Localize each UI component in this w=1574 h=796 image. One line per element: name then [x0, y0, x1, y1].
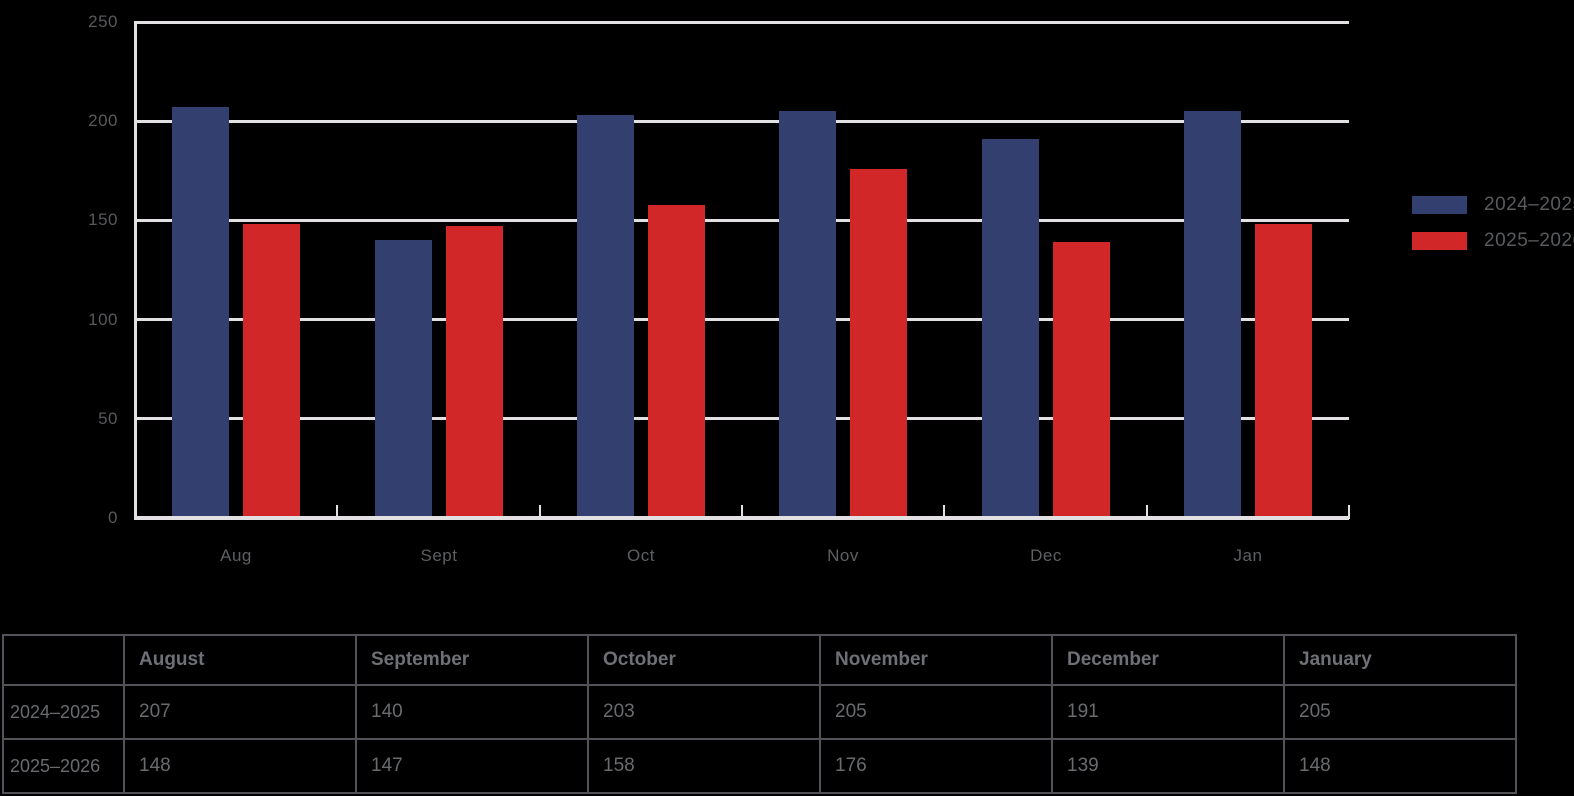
bar-2024-2025-sept [375, 240, 432, 518]
x-axis-tick [1348, 505, 1350, 518]
table-header-row: August September October November December Ja… [2, 634, 1517, 686]
table-row: 2025–2026 148 147 158 176 139 148 [2, 738, 1517, 794]
table-row-label: 2025–2026 [2, 738, 125, 794]
y-axis-line [134, 22, 137, 519]
x-axis-tick [336, 505, 338, 518]
y-tick-label: 0 [108, 508, 118, 527]
x-axis-line [134, 516, 1350, 519]
x-axis-tick [539, 505, 541, 518]
table-header-august: August [123, 634, 357, 686]
table-row-label: 2024–2025 [2, 684, 125, 740]
bar-2025-2026-aug [243, 224, 300, 518]
y-tick-label: 100 [88, 310, 118, 329]
bar-2024-2025-dec [982, 139, 1039, 518]
legend-label-2025-2026: 2025–2026 [1484, 230, 1574, 251]
bar-2025-2026-jan [1255, 224, 1312, 518]
table-cell-value: 191 [1051, 684, 1285, 740]
x-category-label-aug: Aug [220, 546, 252, 565]
table-header-november: November [819, 634, 1053, 686]
x-axis-tick [943, 505, 945, 518]
y-tick-label: 150 [88, 210, 118, 229]
table-cell-value: 207 [123, 684, 357, 740]
bar-2024-2025-jan [1184, 111, 1241, 518]
table-cell-value: 203 [587, 684, 821, 740]
table-header-december: December [1051, 634, 1285, 686]
gridline-50 [134, 417, 1349, 420]
x-category-label-oct: Oct [627, 546, 655, 565]
bar-2025-2026-nov [850, 169, 907, 518]
legend-swatch-2024-2025 [1412, 196, 1467, 214]
bar-2024-2025-oct [577, 115, 634, 518]
table-cell-value: 139 [1051, 738, 1285, 794]
data-table: August September October November December Ja… [2, 634, 1517, 794]
table-row: 2024–2025 207 140 203 205 191 205 [2, 684, 1517, 740]
table-cell-value: 140 [355, 684, 589, 740]
table-corner-cell [2, 634, 125, 686]
table-header-october: October [587, 634, 821, 686]
bar-2025-2026-sept [446, 226, 503, 518]
x-category-label-sept: Sept [420, 546, 458, 565]
x-category-label-jan: Jan [1233, 546, 1263, 565]
legend-item-2025-2026: 2025–2026 [1412, 230, 1574, 251]
x-axis-tick [741, 505, 743, 518]
y-tick-label: 50 [98, 409, 118, 428]
legend-label-2024-2025: 2024–2025 [1484, 194, 1574, 215]
x-category-label-nov: Nov [827, 546, 859, 565]
table-cell-value: 205 [1283, 684, 1517, 740]
y-tick-label: 250 [88, 12, 118, 31]
gridline-100 [134, 318, 1349, 321]
legend-item-2024-2025: 2024–2025 [1412, 194, 1574, 215]
table-cell-value: 148 [1283, 738, 1517, 794]
legend-swatch-2025-2026 [1412, 232, 1467, 250]
bar-2025-2026-oct [648, 205, 705, 518]
bar-2024-2025-nov [779, 111, 836, 518]
x-category-label-dec: Dec [1030, 546, 1062, 565]
gridline-200 [134, 120, 1349, 123]
table-header-january: January [1283, 634, 1517, 686]
table-cell-value: 147 [355, 738, 589, 794]
table-cell-value: 148 [123, 738, 357, 794]
x-axis-tick [1146, 505, 1148, 518]
y-tick-label: 200 [88, 111, 118, 130]
table-cell-value: 205 [819, 684, 1053, 740]
gridline-150 [134, 219, 1349, 222]
legend: 2024–2025 2025–2026 [1412, 194, 1574, 268]
gridline-250 [134, 21, 1349, 24]
bar-2025-2026-dec [1053, 242, 1110, 518]
table-cell-value: 158 [587, 738, 821, 794]
bar-2024-2025-aug [172, 107, 229, 518]
table-cell-value: 176 [819, 738, 1053, 794]
table-header-september: September [355, 634, 589, 686]
